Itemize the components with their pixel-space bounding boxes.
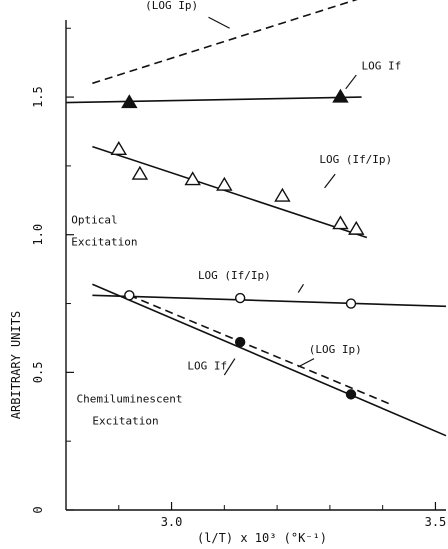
filled-triangle-marker bbox=[121, 94, 138, 109]
open-circle-marker bbox=[124, 290, 135, 301]
annotation-label: LOG If bbox=[362, 60, 402, 73]
annotation-label: Excitation bbox=[92, 415, 158, 428]
annotation-label: Excitation bbox=[71, 236, 137, 249]
series-line bbox=[92, 0, 358, 85]
y-tick-label: 1.0 bbox=[31, 224, 45, 246]
y-tick-label: 0 bbox=[31, 506, 45, 513]
annotation-label: Chemiluminescent bbox=[77, 393, 183, 406]
series-line bbox=[129, 294, 394, 407]
open-triangle-marker bbox=[110, 141, 128, 155]
x-tick-label: 3.0 bbox=[161, 515, 183, 529]
annotations: (LOG Ip) LOG If LOG (If/Ip) Optical Excitati… bbox=[71, 0, 401, 428]
annotation-arrow bbox=[223, 358, 236, 376]
annotation-label: (LOG Ip) bbox=[145, 0, 198, 12]
open-circle-marker bbox=[345, 298, 357, 309]
filled-circle-marker bbox=[345, 389, 357, 400]
y-tick-label: 0.5 bbox=[31, 362, 45, 384]
x-axis-title: (l/T) x 10³ (°K⁻¹) bbox=[197, 531, 327, 545]
filled-triangle-marker bbox=[332, 88, 349, 103]
filled-circle-marker bbox=[234, 336, 246, 348]
annotation-arrow bbox=[297, 358, 315, 368]
y-axis-title: ARBITRARY UNITS bbox=[9, 311, 23, 419]
annotation-label: Optical bbox=[71, 214, 117, 227]
annotation-label: LOG (If/Ip) bbox=[198, 269, 271, 282]
open-triangle-marker bbox=[348, 220, 365, 235]
data-markers bbox=[110, 88, 365, 400]
series-line bbox=[92, 145, 368, 239]
y-tick-label: 1.5 bbox=[31, 86, 45, 108]
annotation-arrow bbox=[297, 283, 305, 293]
open-triangle-marker bbox=[274, 187, 291, 202]
series-line bbox=[65, 96, 362, 104]
open-triangle-marker bbox=[332, 215, 349, 230]
annotation-label: LOG If bbox=[187, 360, 227, 373]
series-line bbox=[92, 283, 447, 437]
annotation-arrow bbox=[208, 16, 230, 29]
open-circle-marker bbox=[234, 292, 246, 304]
annotation-label: (LOG Ip) bbox=[309, 343, 362, 356]
series-line bbox=[92, 294, 447, 308]
annotation-arrow bbox=[345, 74, 357, 90]
open-triangle-marker bbox=[216, 176, 233, 191]
open-triangle-marker bbox=[184, 171, 201, 186]
open-triangle-marker bbox=[131, 165, 149, 180]
axes: 0 0.5 1.0 1.5 3.0 3.5 bbox=[31, 20, 446, 529]
annotation-label: LOG (If/Ip) bbox=[319, 153, 392, 166]
series-lines bbox=[65, 0, 447, 437]
x-tick-label: 3.5 bbox=[425, 515, 447, 529]
annotation-arrow bbox=[324, 173, 336, 189]
